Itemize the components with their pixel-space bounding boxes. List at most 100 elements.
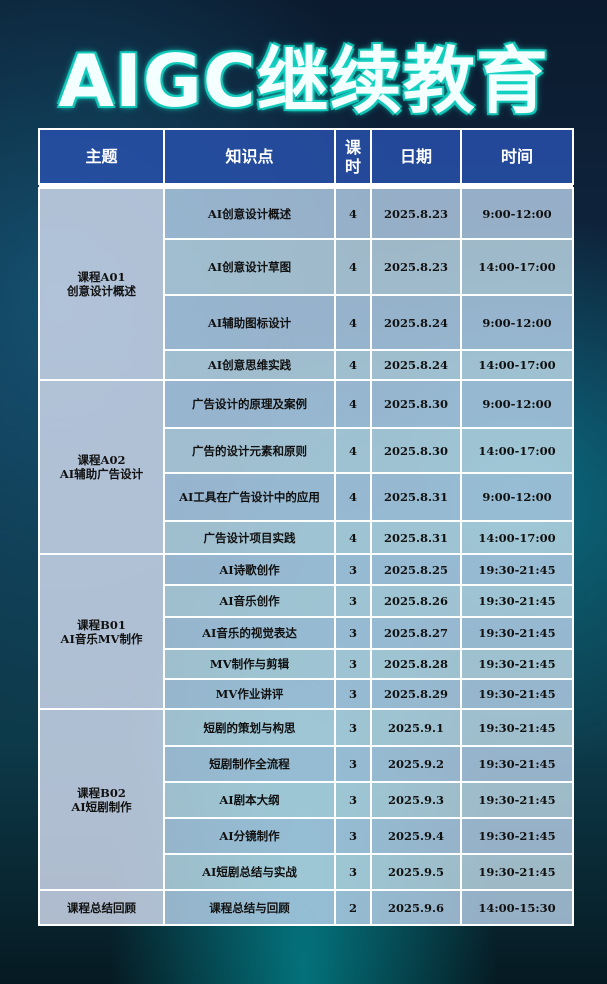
time-cell: 19:30-21:45 [460,553,574,586]
point-cell: 短剧制作全流程 [163,745,336,783]
time-cell: 19:30-21:45 [460,616,574,650]
date-cell: 2025.8.23 [370,187,462,240]
time-cell: 14:00-15:30 [460,889,574,926]
time-cell: 14:00-17:00 [460,349,574,381]
header-topic: 主题 [38,128,165,185]
point-cell: AI短剧总结与实战 [163,853,336,891]
table-row: AI辅助图标设计 4 2025.8.24 9:00-12:00 [39,294,574,351]
topic-line: AI音乐MV制作 [60,631,143,646]
date-cell: 2025.9.1 [370,708,462,747]
hours-cell: 3 [334,708,372,747]
time-cell: 19:30-21:45 [460,678,574,710]
date-cell: 2025.9.6 [370,889,462,926]
topic-cell: 课程B01 AI音乐MV制作 [38,553,165,710]
hours-cell: 3 [334,853,372,891]
header-row: 主题 知识点 课时 日期 时间 [38,128,574,185]
point-cell: 广告设计项目实践 [163,520,336,555]
date-cell: 2025.9.5 [370,853,462,891]
table-row: AI短剧总结与实战 3 2025.9.5 19:30-21:45 [39,853,574,891]
point-cell: AI音乐的视觉表达 [163,616,336,650]
date-cell: 2025.9.4 [370,817,462,855]
header-time: 时间 [460,128,574,185]
table-row: AI剧本大纲 3 2025.9.3 19:30-21:45 [39,781,574,819]
hours-cell: 3 [334,745,372,783]
topic-cell: 课程A02 AI辅助广告设计 [38,379,165,555]
topic-line: 课程A02 [77,453,126,467]
table-row: 广告的设计元素和原则 4 2025.8.30 14:00-17:00 [39,427,574,474]
hours-cell: 3 [334,817,372,855]
schedule-table: 主题 知识点 课时 日期 时间 课程A01 创意设计概述 AI创意设计概述 4 2025… [38,128,574,926]
hours-cell: 3 [334,648,372,680]
point-cell: AI音乐创作 [163,584,336,618]
time-cell: 9:00-12:00 [460,294,574,351]
time-cell: 19:30-21:45 [460,745,574,783]
time-cell: 19:30-21:45 [460,817,574,855]
topic-cell: 课程B02 AI短剧制作 [38,708,165,891]
hours-cell: 3 [334,584,372,618]
hours-cell: 4 [334,187,372,240]
point-cell: 广告设计的原理及案例 [163,379,336,429]
point-cell: AI诗歌创作 [163,553,336,586]
date-cell: 2025.8.24 [370,349,462,381]
topic-line: 课程A01 [77,270,126,284]
point-cell: MV制作与剪辑 [163,648,336,680]
topic-line: 课程B02 [77,785,126,800]
hours-cell: 3 [334,616,372,650]
hours-cell: 4 [334,294,372,351]
topic-line: AI短剧制作 [71,799,132,814]
table-row: 课程总结回顾 课程总结与回顾 2 2025.9.6 14:00-15:30 [38,889,574,926]
table-row: AI音乐的视觉表达 3 2025.8.27 19:30-21:45 [39,616,574,650]
date-cell: 2025.9.2 [370,745,462,783]
point-cell: MV作业讲评 [163,678,336,710]
topic-line: 创意设计概述 [67,284,136,298]
date-cell: 2025.8.29 [370,678,462,710]
header-hours: 课时 [334,128,372,185]
table-row: AI音乐创作 3 2025.8.26 19:30-21:45 [39,584,574,618]
header-date: 日期 [370,128,462,185]
table-row: AI工具在广告设计中的应用 4 2025.8.31 9:00-12:00 [39,472,574,522]
table-row: MV制作与剪辑 3 2025.8.28 19:30-21:45 [39,648,574,680]
table-row: AI分镜制作 3 2025.9.4 19:30-21:45 [39,817,574,855]
time-cell: 14:00-17:00 [460,238,574,296]
hours-cell: 4 [334,472,372,522]
point-cell: 课程总结与回顾 [163,889,336,926]
hours-cell: 4 [334,349,372,381]
topic-cell: 课程A01 创意设计概述 [38,187,165,381]
hours-cell: 3 [334,678,372,710]
header-divider [39,184,573,188]
date-cell: 2025.8.27 [370,616,462,650]
time-cell: 14:00-17:00 [460,520,574,555]
table-row: 课程A02 AI辅助广告设计 广告设计的原理及案例 4 2025.8.30 9:00-12… [38,379,574,555]
point-cell: AI剧本大纲 [163,781,336,819]
hours-cell: 2 [334,889,372,926]
hours-cell: 4 [334,238,372,296]
table-row: 课程B02 AI短剧制作 短剧的策划与构思 3 2025.9.1 19:30-21:45 [38,708,574,891]
date-cell: 2025.8.30 [370,379,462,429]
table-row: 广告设计项目实践 4 2025.8.31 14:00-17:00 [39,520,574,555]
hours-cell: 4 [334,379,372,429]
topic-line: 课程总结回顾 [67,900,136,915]
time-cell: 19:30-21:45 [460,853,574,891]
topic-cell: 课程总结回顾 [38,889,165,926]
time-cell: 9:00-12:00 [460,472,574,522]
time-cell: 9:00-12:00 [460,379,574,429]
table-row: AI创意思维实践 4 2025.8.24 14:00-17:00 [39,349,574,381]
table-row: MV作业讲评 3 2025.8.29 19:30-21:45 [39,678,574,710]
table-row: 课程B01 AI音乐MV制作 AI诗歌创作 3 2025.8.25 19:30-21:45 [38,553,574,710]
point-cell: AI创意设计概述 [163,187,336,240]
time-cell: 19:30-21:45 [460,648,574,680]
time-cell: 14:00-17:00 [460,427,574,474]
topic-line: AI辅助广告设计 [59,467,144,481]
date-cell: 2025.8.30 [370,427,462,474]
date-cell: 2025.8.31 [370,520,462,555]
point-cell: AI创意思维实践 [163,349,336,381]
point-cell: AI辅助图标设计 [163,294,336,351]
point-cell: 短剧的策划与构思 [163,708,336,747]
time-cell: 19:30-21:45 [460,781,574,819]
time-cell: 9:00-12:00 [460,187,574,240]
hours-cell: 3 [334,553,372,586]
table-row: AI创意设计草图 4 2025.8.23 14:00-17:00 [39,238,574,296]
header-point: 知识点 [163,128,336,185]
date-cell: 2025.8.23 [370,238,462,296]
topic-line: 课程B01 [77,617,126,632]
